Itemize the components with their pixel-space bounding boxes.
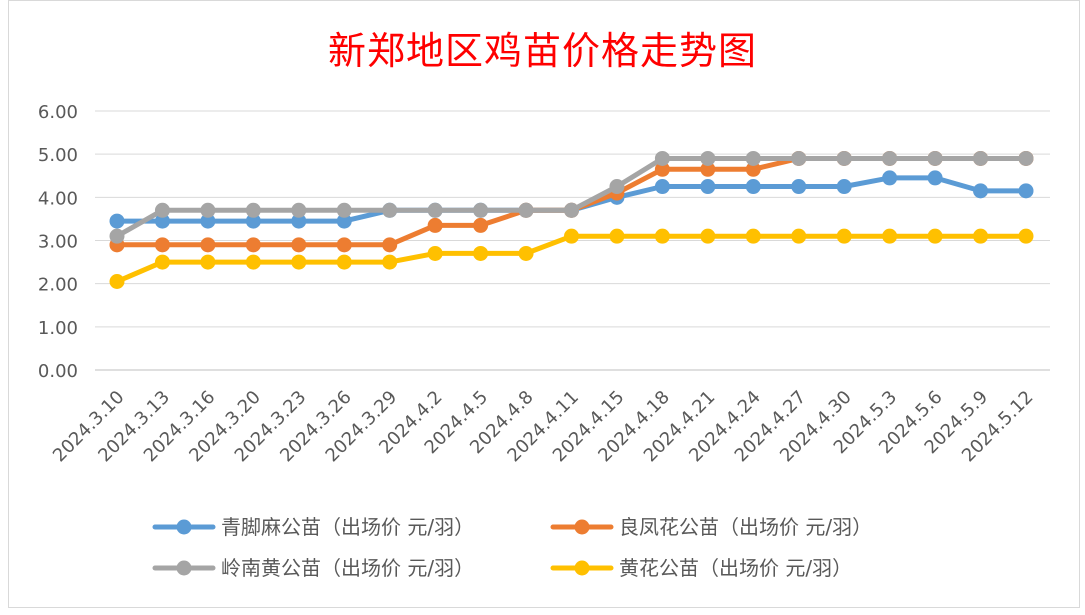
data-point xyxy=(427,217,443,233)
data-point xyxy=(654,161,670,177)
data-point xyxy=(518,202,534,218)
y-tick-label: 0.00 xyxy=(38,361,78,382)
y-tick-label: 5.00 xyxy=(38,145,78,166)
data-point xyxy=(154,237,170,253)
data-point xyxy=(382,237,398,253)
data-point xyxy=(745,228,761,244)
legend-label: 良凤花公苗（出场价 元/羽） xyxy=(619,515,872,539)
data-point xyxy=(609,179,625,195)
data-point xyxy=(200,202,216,218)
data-point xyxy=(609,228,625,244)
series-1 xyxy=(109,170,1034,229)
data-point xyxy=(882,228,898,244)
legend-item: 良凤花公苗（出场价 元/羽） xyxy=(550,515,872,539)
data-point xyxy=(109,228,125,244)
legend-item: 青脚麻公苗（出场价 元/羽） xyxy=(152,515,474,539)
data-point xyxy=(336,213,352,229)
data-point xyxy=(745,179,761,195)
y-tick-label: 3.00 xyxy=(38,232,78,253)
legend: 青脚麻公苗（出场价 元/羽） 良凤花公苗（出场价 元/羽） 岭南黄公苗（出场价 元/… xyxy=(152,515,872,580)
y-tick-label: 2.00 xyxy=(38,275,78,296)
data-point xyxy=(336,254,352,270)
data-point xyxy=(336,202,352,218)
data-point xyxy=(291,213,307,229)
data-point xyxy=(473,202,489,218)
data-point xyxy=(245,254,261,270)
data-point xyxy=(882,170,898,186)
data-point xyxy=(836,150,852,166)
legend-swatch-marker xyxy=(574,519,590,535)
data-point xyxy=(927,170,943,186)
data-point xyxy=(654,228,670,244)
data-point xyxy=(154,202,170,218)
series-3 xyxy=(109,150,1034,244)
data-point xyxy=(382,254,398,270)
data-point xyxy=(791,228,807,244)
data-point xyxy=(791,179,807,195)
legend-label: 青脚麻公苗（出场价 元/羽） xyxy=(221,515,474,539)
data-point xyxy=(291,254,307,270)
data-point xyxy=(700,179,716,195)
y-axis-ticks: 0.00 1.00 2.00 3.00 4.00 5.00 6.00 xyxy=(38,102,78,382)
legend-label: 岭南黄公苗（出场价 元/羽） xyxy=(221,556,474,580)
data-point xyxy=(700,161,716,177)
data-point xyxy=(564,228,579,244)
data-point xyxy=(336,237,352,253)
data-point xyxy=(245,202,261,218)
data-point xyxy=(927,150,943,166)
data-point xyxy=(291,202,307,218)
legend-swatch-marker xyxy=(574,560,590,576)
data-point xyxy=(427,245,443,261)
data-point xyxy=(1018,228,1034,244)
data-point xyxy=(927,228,943,244)
data-point xyxy=(109,274,125,290)
data-point xyxy=(564,202,579,218)
data-point xyxy=(200,213,216,229)
data-point xyxy=(654,179,670,195)
data-point xyxy=(836,228,852,244)
data-point xyxy=(382,202,398,218)
data-point xyxy=(745,161,761,177)
data-point xyxy=(245,237,261,253)
data-point xyxy=(700,228,716,244)
data-point xyxy=(1018,183,1034,199)
legend-item: 岭南黄公苗（出场价 元/羽） xyxy=(152,556,474,580)
legend-label: 黄花公苗（出场价 元/羽） xyxy=(619,556,852,580)
y-tick-label: 1.00 xyxy=(38,318,78,339)
legend-swatch-marker xyxy=(176,560,192,576)
data-point xyxy=(973,183,989,199)
data-point xyxy=(245,213,261,229)
data-point xyxy=(109,213,125,229)
legend-item: 黄花公苗（出场价 元/羽） xyxy=(550,556,852,580)
chart-frame xyxy=(8,0,1080,608)
data-point xyxy=(291,237,307,253)
data-point xyxy=(200,237,216,253)
data-point xyxy=(427,202,443,218)
data-point xyxy=(154,254,170,270)
data-point xyxy=(836,179,852,195)
y-tick-label: 4.00 xyxy=(38,188,78,209)
data-point xyxy=(882,150,898,166)
data-point xyxy=(973,228,989,244)
data-point xyxy=(200,254,216,270)
data-point xyxy=(154,213,170,229)
data-point xyxy=(791,150,807,166)
x-axis-ticks: 2024.3.102024.3.132024.3.162024.3.202024… xyxy=(49,387,1038,467)
series-4 xyxy=(109,228,1034,290)
data-point xyxy=(654,150,670,166)
data-point xyxy=(1018,150,1034,166)
data-point xyxy=(473,217,489,233)
chart-title: 新郑地区鸡苗价格走势图 xyxy=(327,29,757,73)
legend-swatch-marker xyxy=(176,519,192,535)
data-point xyxy=(745,150,761,166)
data-point xyxy=(518,245,534,261)
data-point xyxy=(700,150,716,166)
y-tick-label: 6.00 xyxy=(38,102,78,123)
data-point xyxy=(973,150,989,166)
data-point xyxy=(473,245,489,261)
